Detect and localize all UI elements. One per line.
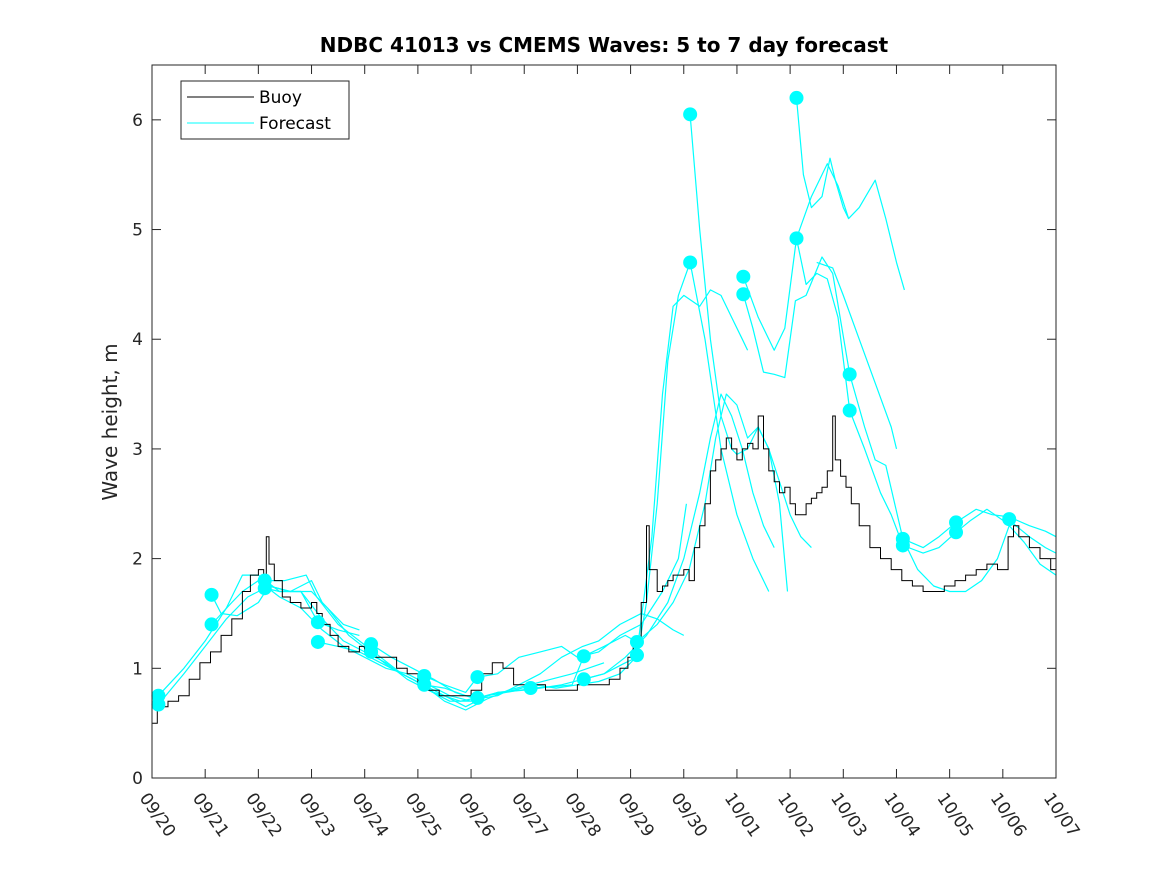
legend-buoy-label: Buoy — [259, 88, 302, 108]
y-tick-label: 6 — [132, 111, 143, 131]
forecast-init-marker — [1002, 512, 1017, 527]
legend-box — [180, 80, 350, 140]
forecast-init-marker — [842, 367, 857, 382]
y-tick-label: 4 — [132, 330, 143, 350]
forecast-init-marker — [576, 672, 591, 687]
forecast-init-marker — [364, 644, 379, 659]
forecast-line-9 — [424, 503, 687, 694]
forecast-init-marker — [683, 107, 698, 122]
forecast-line-16 — [742, 256, 1057, 549]
forecast-init-marker — [629, 634, 644, 649]
forecast-init-marker — [470, 690, 485, 705]
forecast-init-marker — [949, 515, 964, 530]
forecast-init-marker — [683, 255, 698, 270]
forecast-init-marker — [470, 670, 485, 685]
forecast-line-3 — [211, 579, 360, 631]
forecast-line-13 — [636, 289, 749, 652]
forecast-init-marker — [629, 648, 644, 663]
forecast-init-marker — [257, 581, 272, 596]
forecast-init-marker — [789, 231, 804, 246]
forecast-line-20 — [902, 525, 1057, 593]
forecast-init-marker — [949, 525, 964, 540]
buoy-line — [152, 415, 1057, 724]
forecast-init-marker — [895, 538, 910, 553]
y-tick-label: 3 — [132, 440, 143, 460]
forecast-line-6 — [264, 587, 360, 636]
buoy-series-group — [152, 415, 1057, 724]
forecast-init-marker — [789, 90, 804, 105]
forecast-line-15 — [742, 163, 905, 351]
forecast-init-marker — [736, 287, 751, 302]
forecast-init-marker — [736, 269, 751, 284]
forecast-init-marker — [310, 634, 325, 649]
chart-title: NDBC 41013 vs CMEMS Waves: 5 to 7 day fo… — [320, 33, 889, 57]
y-tick-label: 2 — [132, 550, 143, 570]
forecast-init-markers — [151, 90, 1017, 712]
plot-area — [152, 65, 1056, 778]
y-tick-label: 1 — [132, 659, 143, 679]
forecast-init-marker — [842, 403, 857, 418]
forecast-line-19 — [816, 261, 898, 450]
forecast-init-marker — [576, 649, 591, 664]
y-axis-label: Wave height, m — [98, 343, 122, 500]
forecast-init-marker — [204, 587, 219, 602]
forecast-init-marker — [523, 681, 538, 696]
forecast-line-12 — [583, 261, 770, 680]
legend: Buoy Forecast — [180, 80, 350, 140]
forecast-init-marker — [310, 615, 325, 630]
forecast-init-marker — [417, 677, 432, 692]
y-tick-label: 0 — [132, 769, 143, 789]
forecast-init-marker — [204, 617, 219, 632]
forecast-init-marker — [151, 697, 166, 712]
plot-frame — [151, 64, 1057, 779]
forecast-line-17 — [795, 97, 850, 219]
y-tick-label: 5 — [132, 221, 143, 241]
y-axis: 0 1 2 3 4 5 6 — [132, 111, 1056, 789]
legend-forecast-label: Forecast — [259, 114, 331, 134]
